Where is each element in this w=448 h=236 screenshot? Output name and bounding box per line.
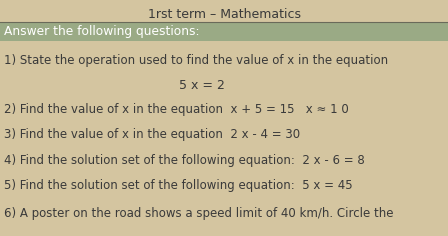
Text: 1rst term – Mathematics: 1rst term – Mathematics — [147, 8, 301, 21]
Text: 4) Find the solution set of the following equation:  2 x - 6 = 8: 4) Find the solution set of the followin… — [4, 153, 365, 167]
Bar — [0, 22, 448, 41]
Text: 5 x = 2: 5 x = 2 — [179, 79, 225, 92]
Text: Answer the following questions:: Answer the following questions: — [4, 25, 200, 38]
Text: 1) State the operation used to find the value of x in the equation: 1) State the operation used to find the … — [4, 54, 388, 67]
Text: 3) Find the value of x in the equation  2 x - 4 = 30: 3) Find the value of x in the equation 2… — [4, 128, 301, 142]
Text: 5) Find the solution set of the following equation:  5 x = 45: 5) Find the solution set of the followin… — [4, 179, 353, 192]
Text: 2) Find the value of x in the equation  x + 5 = 15   x ≈ 1 0: 2) Find the value of x in the equation x… — [4, 103, 349, 116]
Text: 6) A poster on the road shows a speed limit of 40 km/h. Circle the: 6) A poster on the road shows a speed li… — [4, 207, 394, 220]
